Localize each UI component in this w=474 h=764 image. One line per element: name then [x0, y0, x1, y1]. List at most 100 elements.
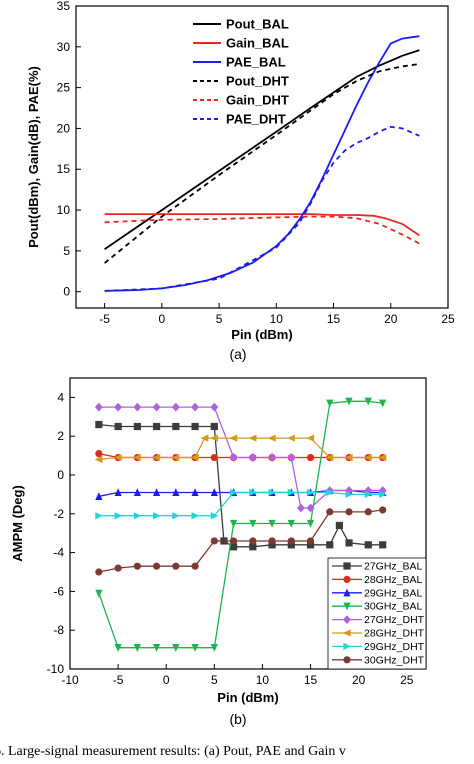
data-point-27GHz_DHT: [306, 503, 315, 513]
data-point-28GHz_DHT: [287, 434, 295, 442]
data-point-30GHz_BAL: [326, 399, 334, 408]
data-point-30GHz_BAL: [379, 399, 387, 408]
data-point-27GHz_BAL: [133, 422, 141, 431]
data-point-29GHz_BAL: [191, 488, 199, 497]
legend-label-27GHz_BAL: 27GHz_BAL: [364, 561, 423, 573]
data-point-30GHz_DHT: [379, 506, 387, 514]
y-tick-label: -6: [53, 584, 64, 598]
chart-b: -10 -5 0 5 10 15 20 25 -10 -8 -6 -4 -2 0 2 4 Pin (dBm) AM…: [10, 377, 427, 727]
data-point-29GHz_DHT: [287, 488, 296, 497]
data-point-29GHz_DHT: [364, 490, 373, 498]
legend-marker-30GHz_BAL: [343, 602, 351, 611]
data-point-30GHz_DHT: [229, 537, 238, 545]
data-point-27GHz_DHT: [229, 453, 238, 462]
x-tick-label: -10: [61, 673, 79, 687]
legend-label-29GHz_DHT: 29GHz_DHT: [364, 641, 425, 653]
data-point-28GHz_DHT: [171, 453, 180, 462]
data-point-29GHz_DHT: [306, 488, 315, 497]
data-point-30GHz_BAL: [210, 644, 218, 652]
data-point-30GHz_DHT: [364, 508, 372, 516]
data-point-30GHz_BAL: [229, 519, 238, 528]
legend-marker-28GHz_BAL: [343, 575, 351, 584]
data-point-28GHz_DHT: [133, 453, 141, 462]
data-point-29GHz_BAL: [152, 488, 161, 497]
data-point-30GHz_BAL: [345, 397, 353, 406]
data-point-27GHz_BAL: [306, 541, 315, 549]
data-point-27GHz_BAL: [172, 422, 180, 431]
data-point-29GHz_DHT: [345, 490, 354, 498]
legend-label-PAE_DHT: PAE_DHT: [226, 112, 286, 127]
data-point-30GHz_BAL: [249, 519, 257, 528]
data-point-30GHz_BAL: [268, 519, 276, 528]
y-axis-title: Pout(dBm), Gain(dB), PAE(%): [26, 66, 41, 248]
legend-label-Gain_BAL: Gain_BAL: [226, 36, 289, 51]
data-point-27GHz_DHT: [287, 453, 296, 462]
legend-marker-30GHz_DHT: [343, 656, 351, 664]
data-point-27GHz_DHT: [171, 402, 180, 412]
data-point-27GHz_DHT: [191, 402, 200, 412]
x-tick-label: 10: [256, 673, 270, 687]
data-point-28GHz_DHT: [364, 453, 372, 462]
data-point-29GHz_DHT: [268, 488, 277, 497]
figure-caption: 6. Large-signal measurement results: (a)…: [0, 744, 346, 759]
data-point-28GHz_DHT: [113, 453, 122, 462]
data-point-28GHz_DHT: [229, 434, 238, 442]
data-point-27GHz_DHT: [133, 402, 142, 412]
data-point-30GHz_DHT: [114, 564, 122, 572]
y-tick-label: 20: [57, 121, 71, 135]
series-line-Pout_DHT: [104, 63, 420, 264]
data-point-29GHz_BAL: [133, 488, 141, 497]
data-point-30GHz_BAL: [172, 644, 180, 652]
data-point-30GHz_DHT: [133, 562, 141, 570]
data-point-28GHz_DHT: [378, 453, 387, 462]
data-point-27GHz_BAL: [364, 541, 372, 549]
data-point-27GHz_DHT: [210, 402, 219, 412]
y-tick-label: -4: [53, 546, 64, 560]
series-line-28GHz_DHT: [98, 437, 383, 461]
data-point-29GHz_BAL: [210, 488, 218, 497]
y-tick-label: 5: [63, 244, 70, 258]
y-tick-label: 0: [57, 468, 64, 482]
data-point-29GHz_DHT: [229, 488, 238, 497]
data-point-29GHz_DHT: [152, 512, 161, 520]
data-point-29GHz_DHT: [95, 512, 104, 520]
data-point-27GHz_BAL: [379, 541, 387, 549]
x-tick-label: -5: [99, 312, 110, 326]
legend-label-Pout_DHT: Pout_DHT: [226, 74, 289, 89]
data-point-27GHz_DHT: [152, 402, 161, 412]
legend-marker-27GHz_DHT: [343, 615, 351, 624]
y-tick-label: -2: [53, 507, 64, 521]
data-point-30GHz_DHT: [172, 562, 180, 570]
data-point-27GHz_BAL: [249, 543, 257, 551]
data-point-30GHz_DHT: [95, 568, 103, 576]
series-line-PAE_DHT: [104, 125, 420, 292]
x-tick-label: 5: [211, 673, 218, 687]
data-point-27GHz_BAL: [210, 422, 218, 431]
x-tick-label: -5: [113, 673, 124, 687]
y-tick-label: 10: [57, 203, 71, 217]
data-point-30GHz_DHT: [210, 537, 218, 545]
x-tick-label: 20: [352, 673, 366, 687]
x-axis-title: Pin (dBm): [217, 690, 278, 705]
subfigure-label: (b): [229, 711, 246, 727]
plot-frame: [69, 377, 427, 670]
legend-label-PAE_BAL: PAE_BAL: [226, 55, 286, 70]
series-line-Gain_BAL: [104, 213, 420, 237]
legend-marker-28GHz_DHT: [342, 629, 351, 637]
legend-marker-27GHz_BAL: [343, 562, 351, 570]
data-point-27GHz_DHT: [94, 402, 103, 412]
y-tick-label: 30: [57, 40, 71, 54]
data-point-28GHz_DHT: [152, 453, 161, 462]
legend-label-Gain_DHT: Gain_DHT: [226, 93, 289, 108]
data-point-29GHz_BAL: [95, 492, 103, 500]
data-point-29GHz_DHT: [249, 488, 258, 497]
data-point-30GHz_BAL: [133, 644, 141, 652]
data-point-29GHz_DHT: [114, 512, 123, 520]
data-point-27GHz_BAL: [152, 422, 161, 431]
data-point-30GHz_DHT: [249, 537, 257, 545]
data-point-30GHz_BAL: [152, 644, 161, 652]
series-line-Gain_DHT: [104, 215, 420, 245]
data-point-29GHz_DHT: [172, 512, 181, 520]
data-point-28GHz_DHT: [306, 434, 315, 442]
